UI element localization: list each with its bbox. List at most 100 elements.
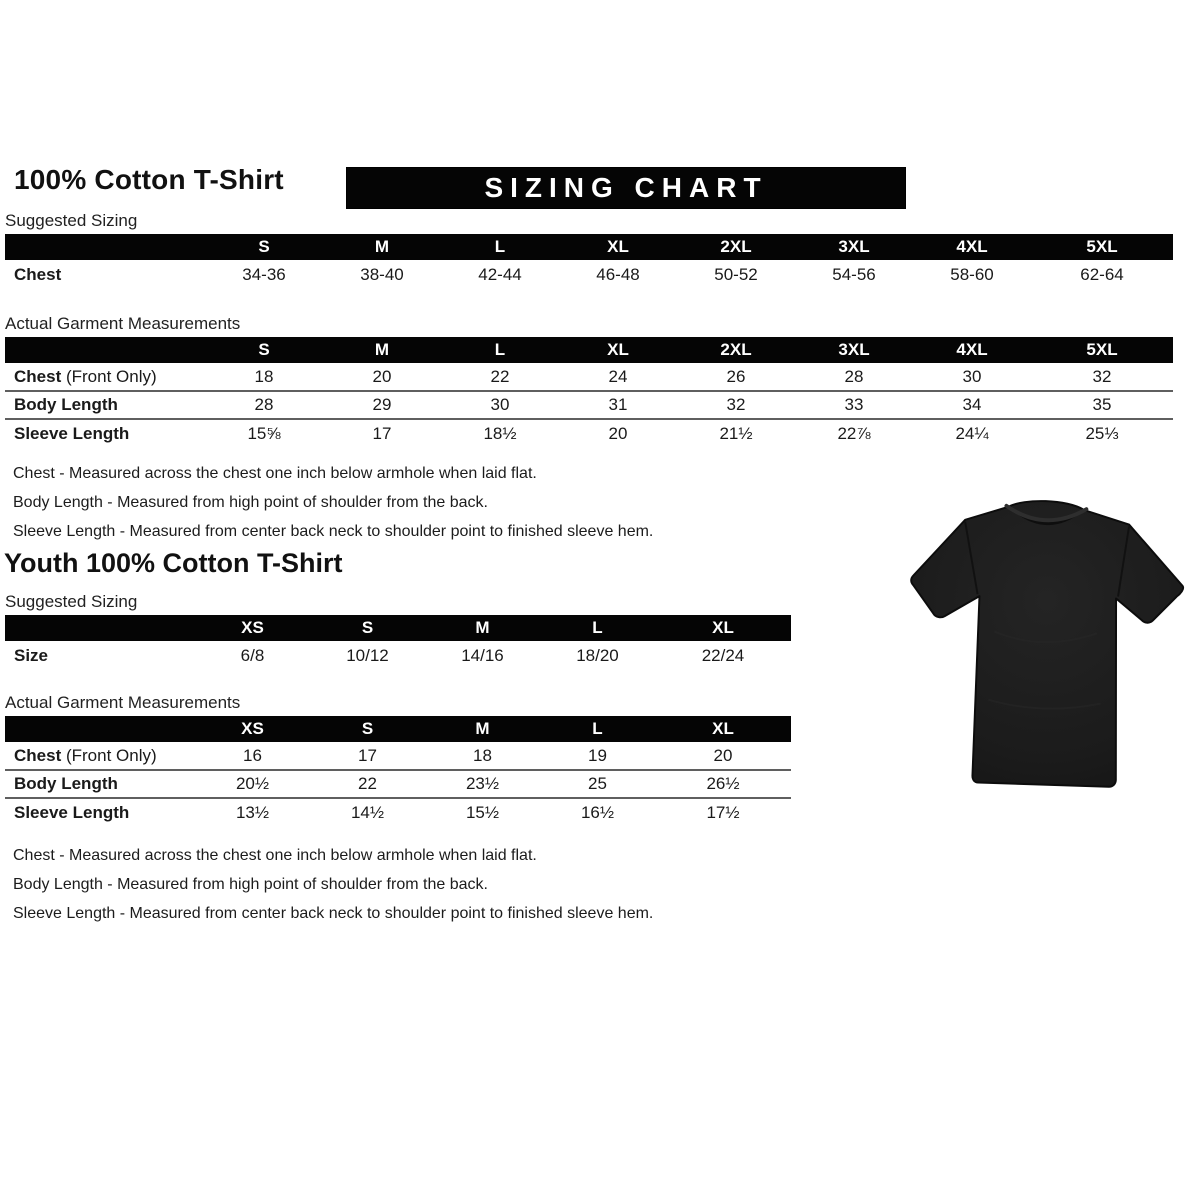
cell-value: 16: [195, 742, 310, 771]
cell-value: 26: [677, 363, 795, 392]
youth-suggested-sizing-table: XS S M L XL Size 6/8 10/12 14/16 18/20 2…: [5, 615, 791, 671]
cell-value: 18/20: [576, 646, 619, 665]
row-label-chest-front-only: Chest (Front Only): [5, 363, 205, 392]
table-row: Chest (Front Only) 16 17 18 19 20: [5, 742, 791, 771]
cell-value: 21½: [719, 423, 753, 443]
note-sleeve-length: Sleeve Length - Measured from center bac…: [13, 905, 654, 922]
column-header: XS: [241, 719, 264, 738]
note-chest: Chest - Measured across the chest one in…: [13, 847, 537, 864]
tshirt-wrinkle: [994, 630, 1098, 644]
table-row: Body Length 28 29 30 31 32 33 34 35: [5, 391, 1173, 420]
cell-value: 18: [425, 742, 540, 771]
adult-suggested-sizing-label: Suggested Sizing: [5, 211, 138, 230]
adult-actual-measurements-label: Actual Garment Measurements: [5, 314, 241, 333]
cell-value: 16½: [580, 802, 615, 822]
note-sleeve-length: Sleeve Length - Measured from center bac…: [13, 523, 654, 540]
empty-corner-cell: [5, 234, 205, 260]
cell-value: 23½: [425, 770, 540, 799]
row-label-sleeve-length: Sleeve Length: [14, 423, 130, 443]
cell-value: 17½: [706, 802, 740, 822]
column-header: S: [258, 237, 270, 256]
cell-value: 19: [540, 742, 655, 771]
youth-actual-header-row: XS S M L XL: [5, 716, 791, 742]
tshirt-collar-rib: [1004, 503, 1089, 523]
row-label-body-length: Body Length: [5, 391, 205, 420]
cell-value: 30: [913, 363, 1031, 392]
column-header: XS: [241, 618, 264, 637]
column-header: M: [374, 340, 390, 359]
cell-value: 20½: [195, 770, 310, 799]
empty-corner-cell: [5, 615, 195, 641]
cell-value: 38-40: [360, 265, 404, 284]
column-header: XL: [712, 719, 734, 738]
column-header: L: [592, 719, 603, 738]
cell-value: 29: [323, 391, 441, 420]
cell-value: 58-60: [950, 265, 994, 284]
column-header: 3XL: [838, 340, 870, 359]
column-header: M: [374, 237, 390, 256]
column-header: L: [592, 618, 603, 637]
tshirt-collar: [1008, 506, 1085, 526]
cell-value: 20: [323, 363, 441, 392]
tshirt-product-image: [893, 486, 1193, 808]
table-row: Chest 34-36 38-40 42-44 46-48 50-52 54-5…: [5, 260, 1173, 290]
youth-suggested-sizing-label: Suggested Sizing: [5, 592, 138, 611]
cell-value: 34: [913, 391, 1031, 420]
cell-value: 15½: [465, 802, 500, 822]
cell-value: 25: [540, 770, 655, 799]
cell-value: 15⅝: [247, 423, 281, 443]
column-header: 5XL: [1086, 340, 1118, 359]
cell-value: 18: [205, 363, 323, 392]
cell-value: 17: [310, 742, 425, 771]
column-header: 3XL: [838, 237, 870, 256]
adult-suggested-header-row: S M L XL 2XL 3XL 4XL 5XL: [5, 234, 1173, 260]
empty-corner-cell: [5, 716, 195, 742]
youth-section-title: Youth 100% Cotton T-Shirt: [4, 548, 343, 578]
column-header: 2XL: [720, 237, 752, 256]
cell-value: 20: [655, 742, 791, 771]
table-row: Sleeve Length 13½ 14½ 15½ 16½ 17½: [5, 798, 791, 826]
column-header: XL: [607, 340, 629, 359]
cell-value: 33: [795, 391, 913, 420]
cell-value: 6/8: [240, 646, 265, 665]
youth-actual-measurements-table: XS S M L XL Chest (Front Only) 16 17 18 …: [5, 716, 791, 826]
column-header: S: [361, 719, 374, 738]
column-header: S: [361, 618, 374, 637]
cell-value: 13½: [235, 802, 270, 822]
tshirt-sleeve-seam: [964, 521, 979, 595]
cell-value: 42-44: [478, 265, 522, 284]
table-row: Body Length 20½ 22 23½ 25 26½: [5, 770, 791, 799]
cell-value: 14½: [350, 802, 385, 822]
cell-value: 20: [608, 423, 628, 443]
table-row: Chest (Front Only) 18 20 22 24 26 28 30 …: [5, 363, 1173, 392]
cell-value: 34-36: [242, 265, 286, 284]
tshirt-sleeve-seam: [1117, 526, 1130, 597]
row-label-size: Size: [14, 646, 49, 665]
cell-value: 22⅞: [837, 423, 871, 443]
note-body-length: Body Length - Measured from high point o…: [13, 494, 488, 511]
cell-value: 54-56: [832, 265, 876, 284]
table-row: Size 6/8 10/12 14/16 18/20 22/24: [5, 641, 791, 671]
row-label-body-length: Body Length: [5, 770, 195, 799]
cell-value: 26½: [655, 770, 791, 799]
adult-actual-measurements-table: S M L XL 2XL 3XL 4XL 5XL Chest (Front On…: [5, 337, 1173, 447]
empty-corner-cell: [5, 337, 205, 363]
adult-measurement-notes: Chest - Measured across the chest one in…: [13, 459, 653, 546]
column-header: L: [494, 237, 506, 256]
tshirt-wrinkle: [988, 698, 1101, 710]
cell-value: 22/24: [701, 646, 745, 665]
black-tshirt-graphic: [910, 500, 1185, 788]
column-header: 5XL: [1086, 237, 1118, 256]
cell-value: 62-64: [1080, 265, 1124, 284]
row-label-chest-front-only: Chest (Front Only): [5, 742, 195, 771]
youth-actual-measurements-label: Actual Garment Measurements: [5, 693, 241, 712]
column-header: XL: [712, 618, 734, 637]
sizing-chart-banner-text: SIZING CHART: [484, 172, 768, 203]
tshirt-body: [910, 500, 1185, 788]
cell-value: 24: [559, 363, 677, 392]
cell-value: 14/16: [461, 646, 504, 665]
cell-value: 18½: [483, 423, 517, 443]
column-header: M: [475, 618, 490, 637]
adult-section-title: 100% Cotton T-Shirt: [14, 164, 284, 195]
table-row: Sleeve Length 15⅝ 17 18½ 20 21½ 22⅞ 24¼ …: [5, 419, 1173, 447]
